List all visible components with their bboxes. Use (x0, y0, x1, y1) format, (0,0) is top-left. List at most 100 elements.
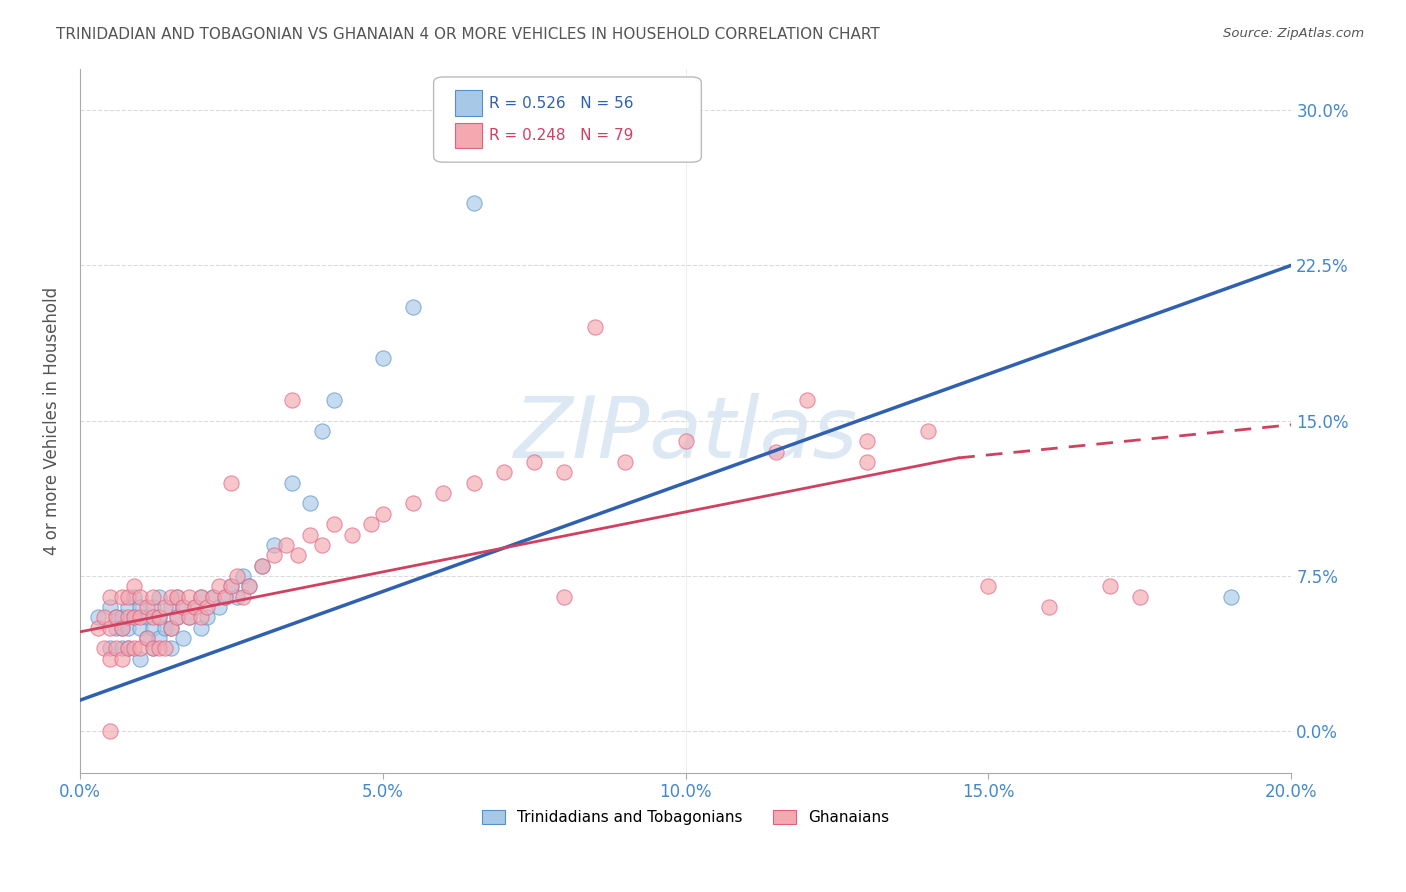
Point (250, 558, 273, 573)
Text: Source: ZipAtlas.com: Source: ZipAtlas.com (1223, 27, 1364, 40)
Point (117, 641, 139, 656)
Point (111, 621, 134, 635)
Point (1129, 590, 1152, 604)
Point (153, 600, 176, 615)
Point (159, 590, 181, 604)
Point (202, 590, 225, 604)
Point (135, 600, 157, 615)
Point (111, 590, 134, 604)
Point (159, 600, 181, 615)
Point (135, 631, 157, 645)
Point (402, 300, 425, 314)
Point (135, 631, 157, 645)
Point (148, 631, 170, 645)
Point (263, 548, 285, 562)
Point (190, 621, 212, 635)
Point (105, 621, 128, 635)
Point (299, 527, 322, 541)
Point (159, 621, 181, 635)
Point (232, 569, 254, 583)
Point (226, 569, 249, 583)
Point (87, 610, 110, 624)
Point (129, 641, 152, 656)
Point (202, 590, 225, 604)
Point (93, 641, 115, 656)
Point (323, 392, 346, 407)
Point (190, 590, 212, 604)
Point (274, 538, 297, 552)
Point (98, 652, 121, 666)
Point (124, 579, 146, 593)
Point (583, 134, 606, 148)
Point (148, 610, 170, 624)
Point (153, 641, 176, 656)
Point (281, 392, 304, 407)
Point (98, 621, 121, 635)
Point (796, 392, 818, 407)
Point (1038, 600, 1060, 615)
Point (342, 527, 364, 541)
Point (129, 610, 152, 624)
Point (124, 610, 146, 624)
Point (142, 641, 165, 656)
Point (856, 434, 879, 449)
Point (98, 641, 121, 656)
Point (221, 579, 243, 593)
Point (124, 590, 146, 604)
Point (105, 641, 128, 656)
Point (238, 579, 260, 593)
Point (250, 558, 273, 573)
Point (432, 486, 454, 500)
Point (553, 590, 575, 604)
FancyBboxPatch shape (456, 123, 482, 148)
Point (190, 590, 212, 604)
Point (281, 475, 304, 490)
Point (129, 652, 152, 666)
Point (148, 641, 170, 656)
Point (117, 600, 139, 615)
FancyBboxPatch shape (456, 90, 482, 116)
Point (523, 455, 546, 469)
Point (463, 475, 485, 490)
Point (166, 610, 188, 624)
Point (117, 590, 139, 604)
Point (105, 610, 128, 624)
Point (166, 590, 188, 604)
Point (208, 579, 231, 593)
Point (195, 610, 218, 624)
Point (238, 579, 260, 593)
Point (124, 610, 146, 624)
Point (214, 590, 236, 604)
Point (142, 641, 165, 656)
Point (360, 517, 382, 532)
Point (675, 434, 697, 449)
Point (195, 600, 218, 615)
Point (177, 610, 200, 624)
Point (208, 600, 231, 615)
Point (98, 724, 121, 739)
Point (553, 466, 575, 480)
Point (765, 444, 787, 458)
FancyBboxPatch shape (433, 77, 702, 162)
Point (492, 466, 515, 480)
Point (221, 579, 243, 593)
Point (214, 590, 236, 604)
Point (166, 590, 188, 604)
Point (135, 610, 157, 624)
Point (463, 196, 485, 211)
Point (166, 610, 188, 624)
Text: R = 0.248   N = 79: R = 0.248 N = 79 (489, 128, 634, 143)
Point (184, 600, 207, 615)
Legend: Trinidadians and Tobagonians, Ghanaians: Trinidadians and Tobagonians, Ghanaians (482, 810, 890, 825)
Point (129, 600, 152, 615)
Point (614, 455, 637, 469)
Point (177, 610, 200, 624)
Point (148, 590, 170, 604)
Point (311, 424, 333, 438)
Point (148, 610, 170, 624)
Point (371, 351, 394, 366)
Y-axis label: 4 or more Vehicles in Household: 4 or more Vehicles in Household (44, 286, 60, 555)
Point (111, 641, 134, 656)
Point (142, 621, 165, 635)
Point (129, 621, 152, 635)
